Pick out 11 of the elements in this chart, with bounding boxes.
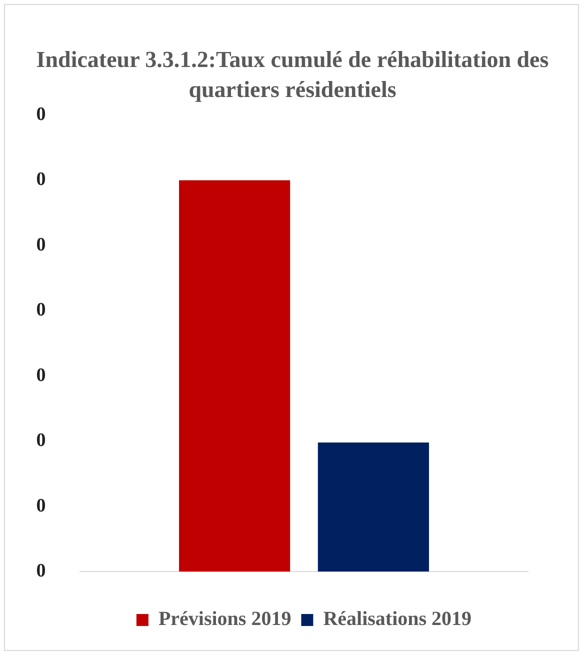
text: 0 <box>36 169 46 190</box>
text: 0 <box>36 430 46 452</box>
legend-label: Prévisions 2019 <box>158 608 292 630</box>
text: 0 <box>36 300 46 321</box>
chart-title: Indicateur 3.3.1.2:Taux cumulé de réhabilitation des quartiers résidentiels <box>35 46 550 104</box>
text: 0 <box>36 495 46 516</box>
text: 0 <box>36 560 46 582</box>
text: 0 <box>36 364 46 386</box>
text: 0 <box>36 104 46 125</box>
text: 0 <box>36 234 46 256</box>
legend-label: Réalisations 2019 <box>323 608 472 630</box>
